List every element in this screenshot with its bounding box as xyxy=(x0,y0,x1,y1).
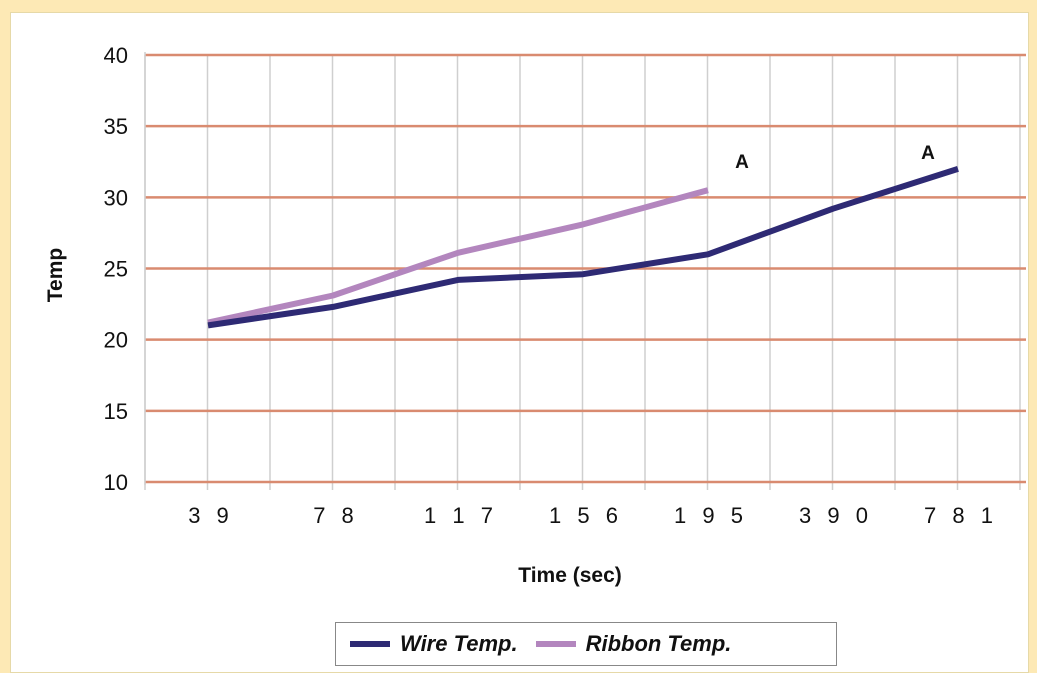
y-tick-label: 35 xyxy=(104,114,128,139)
legend: Wire Temp. Ribbon Temp. xyxy=(335,622,837,666)
annotation-label: A xyxy=(735,152,749,173)
x-tick-label: 1 5 6 xyxy=(549,503,623,528)
x-tick-label: 1 9 5 xyxy=(674,503,748,528)
x-axis-title: Time (sec) xyxy=(518,564,622,587)
y-axis-title: Temp xyxy=(44,248,67,302)
y-tick-label: 10 xyxy=(104,470,128,495)
legend-label-ribbon: Ribbon Temp. xyxy=(585,631,732,656)
y-tick-label: 20 xyxy=(104,328,128,353)
legend-label-wire: Wire Temp. xyxy=(400,631,518,656)
annotation-label: A xyxy=(921,143,935,164)
y-axis-ticks: 40 35 30 25 20 15 10 xyxy=(104,43,128,495)
x-tick-label: 7 8 xyxy=(313,503,359,528)
ribbon-temp-line xyxy=(207,187,709,326)
x-tick-label: 3 9 xyxy=(188,503,234,528)
y-tick-label: 15 xyxy=(104,399,128,424)
legend-swatch-ribbon xyxy=(535,641,576,647)
legend-swatch-wire xyxy=(350,641,390,647)
wire-temp-line xyxy=(207,166,959,329)
y-tick-label: 30 xyxy=(104,185,128,210)
y-tick-label: 40 xyxy=(104,43,128,68)
x-tick-label: 3 9 0 xyxy=(799,503,873,528)
series-lines xyxy=(207,166,959,329)
x-axis-ticks: 3 9 7 8 1 1 7 1 5 6 1 9 5 3 9 0 7 8 1 xyxy=(188,503,998,528)
y-tick-label: 25 xyxy=(104,257,128,282)
x-tick-label: 7 8 1 xyxy=(924,503,998,528)
gridlines xyxy=(144,52,1026,490)
legend-entry-wire: Wire Temp. xyxy=(350,631,518,657)
legend-entry-ribbon: Ribbon Temp. xyxy=(535,631,732,657)
x-tick-label: 1 1 7 xyxy=(424,503,498,528)
